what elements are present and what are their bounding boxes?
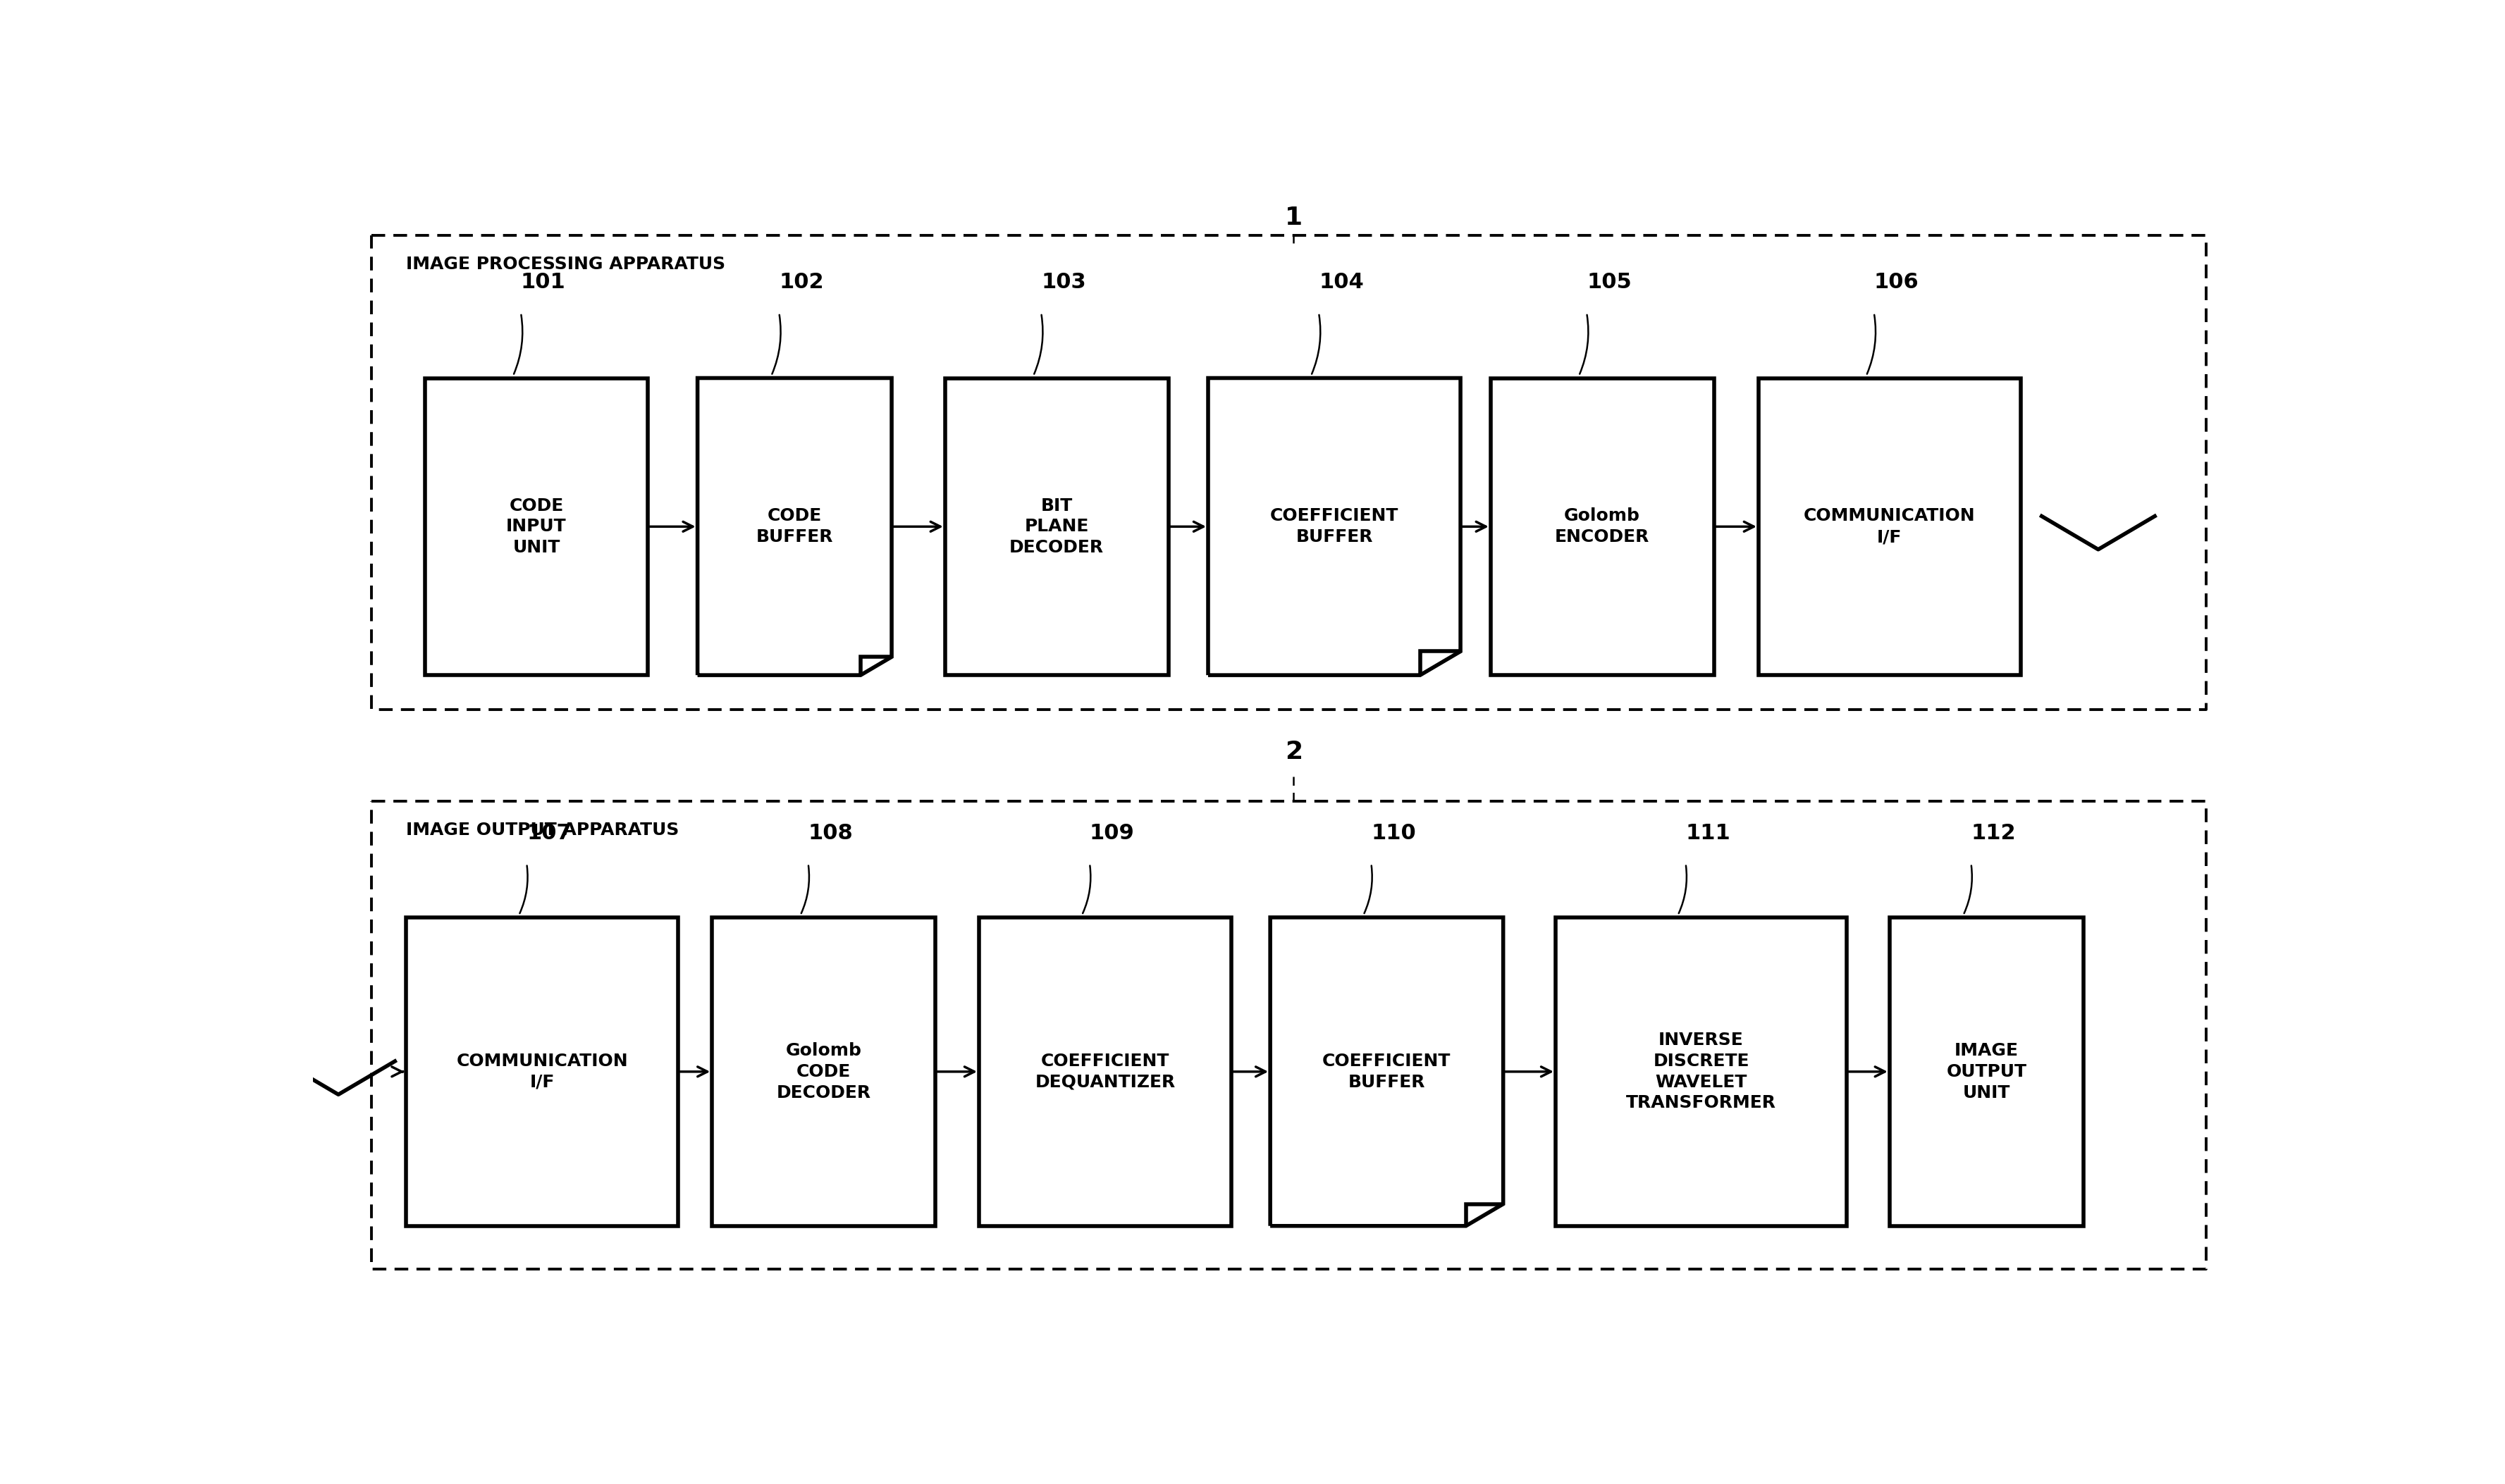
FancyBboxPatch shape [944, 378, 1167, 675]
FancyBboxPatch shape [406, 917, 679, 1226]
Text: 101: 101 [521, 272, 566, 292]
Text: 109: 109 [1090, 822, 1135, 843]
FancyBboxPatch shape [711, 917, 934, 1226]
Text: Golomb
CODE
DECODER: Golomb CODE DECODER [777, 1042, 872, 1101]
Text: IMAGE OUTPUT APPARATUS: IMAGE OUTPUT APPARATUS [406, 822, 679, 838]
Polygon shape [1207, 378, 1460, 675]
FancyBboxPatch shape [1556, 917, 1846, 1226]
Text: CODE
INPUT
UNIT: CODE INPUT UNIT [506, 497, 566, 556]
FancyBboxPatch shape [1490, 378, 1713, 675]
Text: 1: 1 [1285, 206, 1303, 230]
Polygon shape [696, 378, 892, 675]
Text: COEFFICIENT
BUFFER: COEFFICIENT BUFFER [1270, 508, 1398, 546]
Text: COMMUNICATION
I/F: COMMUNICATION I/F [456, 1052, 629, 1091]
FancyBboxPatch shape [426, 378, 649, 675]
Text: 111: 111 [1686, 822, 1731, 843]
Text: Golomb
ENCODER: Golomb ENCODER [1556, 508, 1651, 546]
Text: 110: 110 [1370, 822, 1415, 843]
Text: 108: 108 [809, 822, 854, 843]
Text: 2: 2 [1285, 739, 1303, 764]
Text: 107: 107 [526, 822, 571, 843]
Text: BIT
PLANE
DECODER: BIT PLANE DECODER [1010, 497, 1105, 556]
Text: INVERSE
DISCRETE
WAVELET
TRANSFORMER: INVERSE DISCRETE WAVELET TRANSFORMER [1626, 1031, 1776, 1112]
Text: 106: 106 [1874, 272, 1919, 292]
Text: COMMUNICATION
I/F: COMMUNICATION I/F [1804, 508, 1976, 546]
Polygon shape [1270, 917, 1503, 1226]
Text: COEFFICIENT
BUFFER: COEFFICIENT BUFFER [1323, 1052, 1450, 1091]
FancyBboxPatch shape [979, 917, 1232, 1226]
FancyBboxPatch shape [1759, 378, 2022, 675]
Text: IMAGE
OUTPUT
UNIT: IMAGE OUTPUT UNIT [1946, 1042, 2027, 1101]
Text: 104: 104 [1318, 272, 1363, 292]
Text: CODE
BUFFER: CODE BUFFER [757, 508, 834, 546]
FancyBboxPatch shape [1889, 917, 2084, 1226]
Text: 103: 103 [1042, 272, 1087, 292]
Text: 105: 105 [1586, 272, 1631, 292]
Text: IMAGE PROCESSING APPARATUS: IMAGE PROCESSING APPARATUS [406, 255, 726, 273]
Text: 112: 112 [1971, 822, 2017, 843]
Text: 102: 102 [779, 272, 824, 292]
Text: COEFFICIENT
DEQUANTIZER: COEFFICIENT DEQUANTIZER [1035, 1052, 1175, 1091]
